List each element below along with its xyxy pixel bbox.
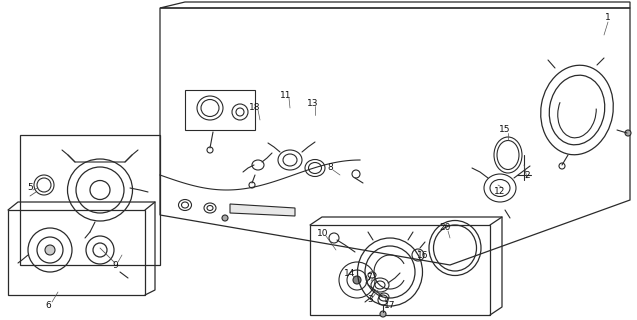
Circle shape bbox=[222, 215, 228, 221]
Text: 7: 7 bbox=[366, 274, 372, 283]
Text: 16: 16 bbox=[417, 251, 429, 260]
Circle shape bbox=[45, 245, 55, 255]
Text: 5: 5 bbox=[27, 183, 33, 193]
Text: 8: 8 bbox=[327, 164, 333, 172]
Text: 2: 2 bbox=[524, 171, 530, 180]
Circle shape bbox=[380, 311, 386, 317]
Text: 13: 13 bbox=[307, 99, 318, 108]
Text: 10: 10 bbox=[317, 228, 329, 237]
Text: 3: 3 bbox=[367, 295, 373, 305]
Text: 1: 1 bbox=[605, 13, 611, 22]
Text: 18: 18 bbox=[249, 102, 261, 111]
Text: 6: 6 bbox=[45, 300, 51, 309]
Polygon shape bbox=[230, 204, 295, 216]
Text: 14: 14 bbox=[345, 268, 355, 277]
Text: 11: 11 bbox=[280, 91, 292, 100]
Text: 12: 12 bbox=[494, 188, 506, 196]
Text: 20: 20 bbox=[440, 223, 451, 233]
Text: 15: 15 bbox=[499, 125, 511, 134]
Text: 9: 9 bbox=[112, 260, 118, 269]
Text: 17: 17 bbox=[384, 300, 396, 309]
Circle shape bbox=[625, 130, 631, 136]
Circle shape bbox=[353, 276, 361, 284]
